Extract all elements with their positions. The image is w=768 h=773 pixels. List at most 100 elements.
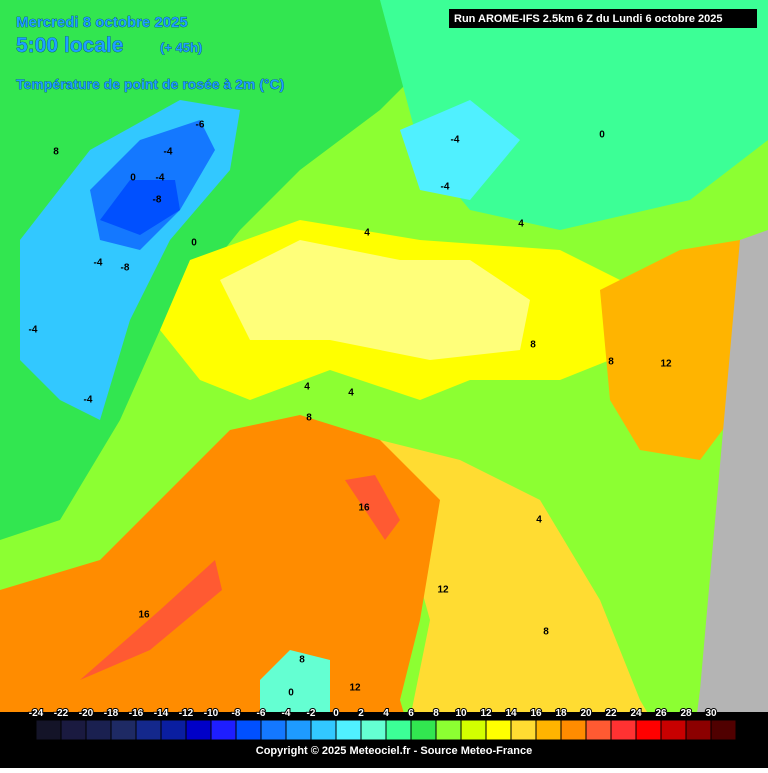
- legend-swatch: [160, 719, 187, 741]
- contour-label: -4: [156, 173, 165, 184]
- legend-tick-label: -22: [54, 708, 69, 719]
- legend-swatch: [60, 719, 87, 741]
- contour-label: 8: [608, 357, 614, 368]
- legend-swatch: [610, 719, 637, 741]
- legend-swatch: [635, 719, 662, 741]
- legend-swatch: [110, 719, 137, 741]
- contour-label: -4: [94, 258, 103, 269]
- legend-swatch: [535, 719, 562, 741]
- contour-label: 8: [299, 655, 305, 666]
- legend-tick-label: 30: [705, 708, 717, 719]
- legend-tick-label: 16: [530, 708, 542, 719]
- legend-tick-label: 12: [480, 708, 492, 719]
- legend-tick-label: 2: [358, 708, 364, 719]
- region-west: [0, 0, 460, 540]
- region-northeast: [400, 100, 520, 200]
- copyright: Copyright © 2025 Meteociel.fr - Source M…: [256, 745, 532, 757]
- legend-swatch: [235, 719, 262, 741]
- legend-tick-label: -8: [232, 708, 241, 719]
- legend-swatch: [360, 719, 387, 741]
- contour-label: 12: [349, 683, 361, 694]
- region-adriatic: [600, 240, 740, 460]
- contour-label: -4: [164, 147, 173, 158]
- legend-tick-label: 14: [505, 708, 517, 719]
- legend-tick-label: 20: [580, 708, 592, 719]
- legend-swatch: [410, 719, 437, 741]
- contour-label: 12: [660, 359, 672, 370]
- legend-tick-label: -12: [179, 708, 194, 719]
- legend-tick-label: 28: [680, 708, 692, 719]
- legend-swatch: [335, 719, 362, 741]
- contour-label: 8: [53, 147, 59, 158]
- legend-tick-label: -6: [257, 708, 266, 719]
- legend-swatch: [260, 719, 287, 741]
- region-peninsula: [380, 440, 680, 768]
- contour-label: -4: [29, 325, 38, 336]
- contour-label: -4: [84, 395, 93, 406]
- legend-swatch: [585, 719, 612, 741]
- legend-tick-label: -16: [129, 708, 144, 719]
- sea-warm-east: [345, 475, 400, 540]
- legend-tick-label: -4: [282, 708, 291, 719]
- legend-swatch: [35, 719, 62, 741]
- contour-label: 0: [191, 238, 197, 249]
- legend-tick-label: -18: [104, 708, 119, 719]
- legend-tick-label: 18: [555, 708, 567, 719]
- legend-tick-label: 4: [383, 708, 389, 719]
- legend-swatch: [310, 719, 337, 741]
- legend-tick-label: 24: [630, 708, 642, 719]
- legend-swatch: [210, 719, 237, 741]
- forecast-time: 5:00 locale: [16, 34, 123, 57]
- contour-label: 16: [358, 503, 370, 514]
- legend-swatch: [510, 719, 537, 741]
- legend-swatch: [460, 719, 487, 741]
- sea-warm-west: [80, 560, 222, 680]
- legend-tick-label: 26: [655, 708, 667, 719]
- contour-label: 4: [536, 515, 542, 526]
- legend-tick-label: -2: [307, 708, 316, 719]
- contour-label: 4: [518, 219, 524, 230]
- contour-label: 4: [304, 382, 310, 393]
- contour-label: 0: [599, 130, 605, 141]
- island: [260, 650, 330, 712]
- outside-domain: [690, 230, 768, 768]
- legend-swatch: [660, 719, 687, 741]
- legend-tick-label: 8: [433, 708, 439, 719]
- region-plain-core: [220, 240, 530, 360]
- legend-swatch: [85, 719, 112, 741]
- legend-tick-label: -14: [154, 708, 169, 719]
- contour-label: -4: [441, 182, 450, 193]
- contour-label: -4: [451, 135, 460, 146]
- legend-tick-label: -10: [204, 708, 219, 719]
- contour-label: 8: [543, 627, 549, 638]
- legend-tick-label: 6: [408, 708, 414, 719]
- contour-label: -8: [153, 195, 162, 206]
- region-alps-coldest: [100, 180, 180, 235]
- legend-swatch: [685, 719, 712, 741]
- legend-swatch: [285, 719, 312, 741]
- legend-tick-label: 10: [455, 708, 467, 719]
- contour-label: 8: [530, 340, 536, 351]
- run-info: Run AROME-IFS 2.5km 6 Z du Lundi 6 octob…: [454, 13, 723, 25]
- contour-label: 4: [364, 228, 370, 239]
- legend-tick-label: 22: [605, 708, 617, 719]
- legend-tick-label: -24: [29, 708, 44, 719]
- legend-swatch: [560, 719, 587, 741]
- legend-tick-label: 0: [333, 708, 339, 719]
- forecast-lead: (+ 45h): [160, 40, 202, 55]
- legend-swatch: [185, 719, 212, 741]
- contour-label: 8: [306, 413, 312, 424]
- legend-tick-label: -20: [79, 708, 94, 719]
- contour-label: 0: [288, 688, 294, 699]
- legend-swatch: [435, 719, 462, 741]
- contour-label: -6: [196, 120, 205, 131]
- contour-label: 12: [437, 585, 449, 596]
- legend-swatch: [385, 719, 412, 741]
- legend-swatch: [710, 719, 737, 741]
- legend-swatch: [485, 719, 512, 741]
- contour-label: 4: [348, 388, 354, 399]
- parameter: Température de point de rosée à 2m (°C): [16, 76, 284, 92]
- forecast-date: Mercredi 8 octobre 2025: [16, 14, 188, 31]
- contour-label: 16: [138, 610, 150, 621]
